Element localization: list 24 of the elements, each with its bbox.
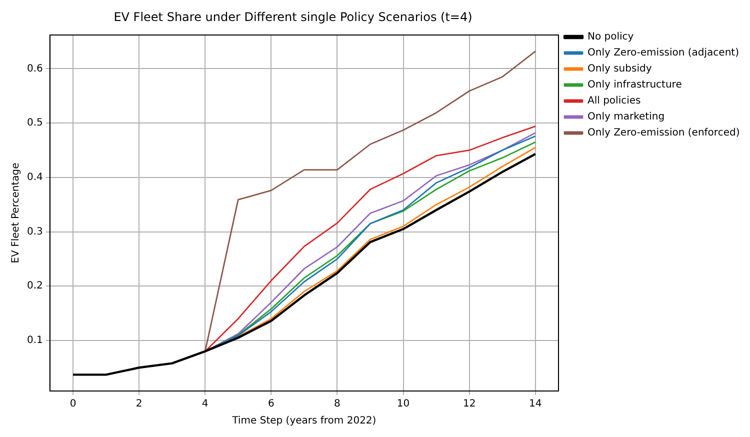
y-tick-label: 0.3 (26, 226, 43, 238)
x-tick-label: 4 (202, 398, 208, 410)
x-tick-label: 10 (396, 398, 410, 410)
legend-label: Only Zero-emission (enforced) (588, 128, 740, 139)
y-axis-title: EV Fleet Percentage (10, 162, 22, 264)
legend-label: Only marketing (588, 112, 665, 123)
x-tick-label: 0 (70, 398, 76, 410)
x-tick-label: 14 (529, 398, 542, 410)
y-tick-label: 0.4 (26, 172, 43, 183)
legend-label: Only Zero-emission (adjacent) (588, 48, 740, 59)
x-tick-label: 8 (334, 398, 340, 410)
x-axis-title: Time Step (years from 2022) (231, 416, 376, 427)
y-tick-label: 0.5 (26, 118, 43, 129)
legend-label: Only infrastructure (588, 80, 682, 91)
legend-label: No policy (588, 32, 634, 43)
y-tick-label: 0.1 (26, 335, 43, 346)
legend-label: Only subsidy (588, 64, 652, 75)
x-tick-label: 2 (136, 398, 142, 410)
y-tick-label: 0.2 (26, 280, 43, 292)
chart-title: EV Fleet Share under Different single Policy Scenarios (t=4) (112, 9, 474, 26)
y-tick-label: 0.6 (26, 63, 43, 74)
legend-label: All policies (588, 96, 641, 107)
x-tick-label: 12 (462, 398, 476, 410)
x-tick-label: 6 (268, 398, 274, 410)
